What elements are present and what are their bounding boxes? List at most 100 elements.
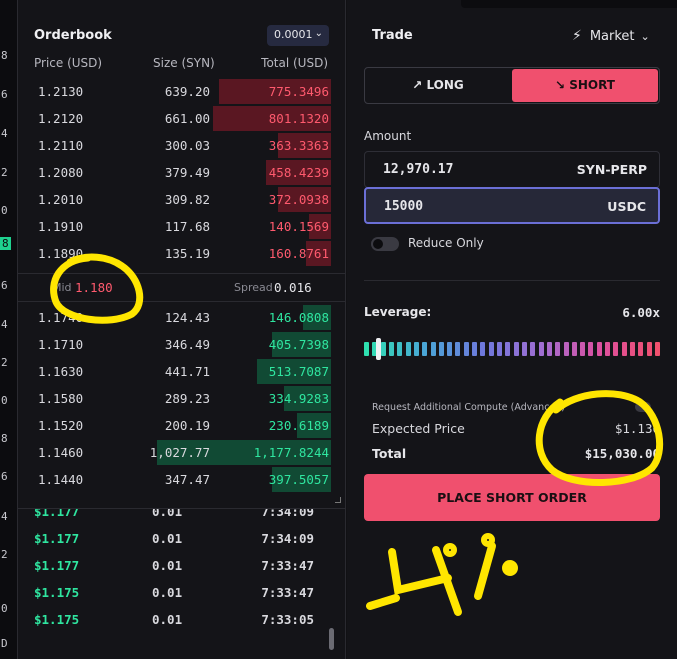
ask-price: 1.2010 <box>38 192 84 207</box>
ask-row[interactable]: 1.2120 661.00 801.1320 <box>18 105 346 132</box>
edge-strip-label: 8 <box>1 49 8 62</box>
trade-size: 0.01 <box>152 558 183 573</box>
leverage-segment <box>514 342 519 356</box>
bid-price: 1.1740 <box>38 310 84 325</box>
quote-unit: USDC <box>607 199 646 214</box>
ask-total: 775.3496 <box>268 84 329 99</box>
edge-strip-label: 2 <box>1 356 8 369</box>
chevron-down-icon: ⌄ <box>314 28 323 39</box>
edge-strip-label: 4 <box>1 510 8 523</box>
spread-value: 0.016 <box>274 280 312 295</box>
edge-strip-label: 4 <box>1 318 8 331</box>
bid-row[interactable]: 1.1630 441.71 513.7087 <box>18 358 346 385</box>
bid-row[interactable]: 1.1520 200.19 230.6189 <box>18 412 346 439</box>
bid-depth-bar <box>297 413 331 438</box>
leverage-segment <box>364 342 369 356</box>
trade-size: 0.01 <box>152 531 183 546</box>
long-label: LONG <box>426 78 464 92</box>
short-label: SHORT <box>569 78 615 92</box>
edge-strip-label: 6 <box>1 88 8 101</box>
edge-strip-label: 0 <box>1 204 8 217</box>
trades-scrollbar[interactable] <box>329 628 334 650</box>
leverage-segment <box>630 342 635 356</box>
ask-depth-bar <box>309 214 331 239</box>
order-type-select[interactable]: ⚡ Market ⌄ <box>572 28 650 44</box>
toggle-knob <box>373 239 383 249</box>
leverage-slider[interactable] <box>364 338 660 360</box>
bid-row[interactable]: 1.1580 289.23 334.9283 <box>18 385 346 412</box>
expected-price-value: $1.136 <box>614 421 660 436</box>
leverage-slider-thumb[interactable] <box>376 338 381 360</box>
bid-depth-bar <box>272 467 331 492</box>
additional-compute-toggle[interactable] <box>635 402 651 412</box>
bid-row[interactable]: 1.1710 346.49 405.7398 <box>18 331 346 358</box>
trade-row: $1.175 0.01 7:33:05 <box>18 606 328 633</box>
bid-row[interactable]: 1.1740 124.43 146.0808 <box>18 304 346 331</box>
ask-size: 300.03 <box>164 138 210 153</box>
leverage-segment <box>497 342 502 356</box>
trade-time: 7:34:09 <box>261 508 314 519</box>
ask-row[interactable]: 1.2010 309.82 372.0938 <box>18 186 346 213</box>
base-amount-value: 12,970.17 <box>383 162 454 177</box>
price-column-header: Price (USD) <box>34 56 103 70</box>
base-amount-input[interactable]: 12,970.17 SYN-PERP <box>364 151 660 188</box>
mid-label: Mid <box>52 281 72 294</box>
ask-row[interactable]: 1.1910 117.68 140.1569 <box>18 213 346 240</box>
leverage-segment <box>505 342 510 356</box>
leverage-label: Leverage: <box>364 305 432 319</box>
bid-size: 289.23 <box>164 391 210 406</box>
resize-handle-icon[interactable] <box>335 497 341 503</box>
leverage-value: 6.00x <box>622 305 660 320</box>
ask-price: 1.1910 <box>38 219 84 234</box>
ask-row[interactable]: 1.1890 135.19 160.8761 <box>18 240 346 267</box>
bid-depth-bar <box>157 440 331 465</box>
bid-total: 230.6189 <box>268 418 329 433</box>
bid-price: 1.1520 <box>38 418 84 433</box>
ask-total: 458.4239 <box>268 165 329 180</box>
bid-size: 347.47 <box>164 472 210 487</box>
long-button[interactable]: ↗ LONG <box>366 69 510 102</box>
trend-up-icon: ↗ <box>412 78 427 92</box>
bid-total: 405.7398 <box>268 337 329 352</box>
leverage-segment <box>372 342 377 356</box>
ask-row[interactable]: 1.2130 639.20 775.3496 <box>18 78 346 105</box>
trade-time: 7:33:47 <box>261 585 314 600</box>
ask-size: 117.68 <box>164 219 210 234</box>
spread-row: Mid 1.180 Spread 0.016 <box>18 273 346 302</box>
short-button[interactable]: ↘ SHORT <box>512 69 658 102</box>
bid-total: 1,177.8244 <box>253 445 329 460</box>
leverage-segment <box>580 342 585 356</box>
ask-row[interactable]: 1.2080 379.49 458.4239 <box>18 159 346 186</box>
leverage-segment <box>530 342 535 356</box>
quote-amount-input[interactable]: 15000 USDC <box>364 187 660 224</box>
place-short-order-button[interactable]: PLACE SHORT ORDER <box>364 474 660 521</box>
total-value: $15,030.00 <box>584 446 660 461</box>
orderbook-title: Orderbook <box>34 28 112 43</box>
bid-total: 146.0808 <box>268 310 329 325</box>
tick-size-select[interactable]: 0.0001 ⌄ <box>267 25 329 46</box>
ask-size: 309.82 <box>164 192 210 207</box>
expected-price-label: Expected Price <box>372 421 465 436</box>
trade-size: 0.01 <box>152 612 183 627</box>
bid-depth-bar <box>272 332 331 357</box>
trade-time: 7:33:05 <box>261 612 314 627</box>
bid-price: 1.1580 <box>38 391 84 406</box>
leverage-segment <box>522 342 527 356</box>
spread-label: Spread <box>234 281 273 294</box>
leverage-segment <box>572 342 577 356</box>
reduce-only-toggle[interactable] <box>371 237 399 251</box>
ask-price: 1.2130 <box>38 84 84 99</box>
trade-price: $1.177 <box>34 558 80 573</box>
ask-total: 160.8761 <box>268 246 329 261</box>
leverage-segment <box>455 342 460 356</box>
bid-price: 1.1630 <box>38 364 84 379</box>
divider <box>364 280 660 281</box>
ask-total: 140.1569 <box>268 219 329 234</box>
bid-size: 124.43 <box>164 310 210 325</box>
leverage-segment <box>464 342 469 356</box>
additional-compute-label: Request Additional Compute (Advanced) <box>372 402 565 413</box>
bid-row[interactable]: 1.1460 1,027.77 1,177.8244 <box>18 439 346 466</box>
leverage-segment <box>439 342 444 356</box>
ask-row[interactable]: 1.2110 300.03 363.3363 <box>18 132 346 159</box>
bid-row[interactable]: 1.1440 347.47 397.5057 <box>18 466 346 493</box>
